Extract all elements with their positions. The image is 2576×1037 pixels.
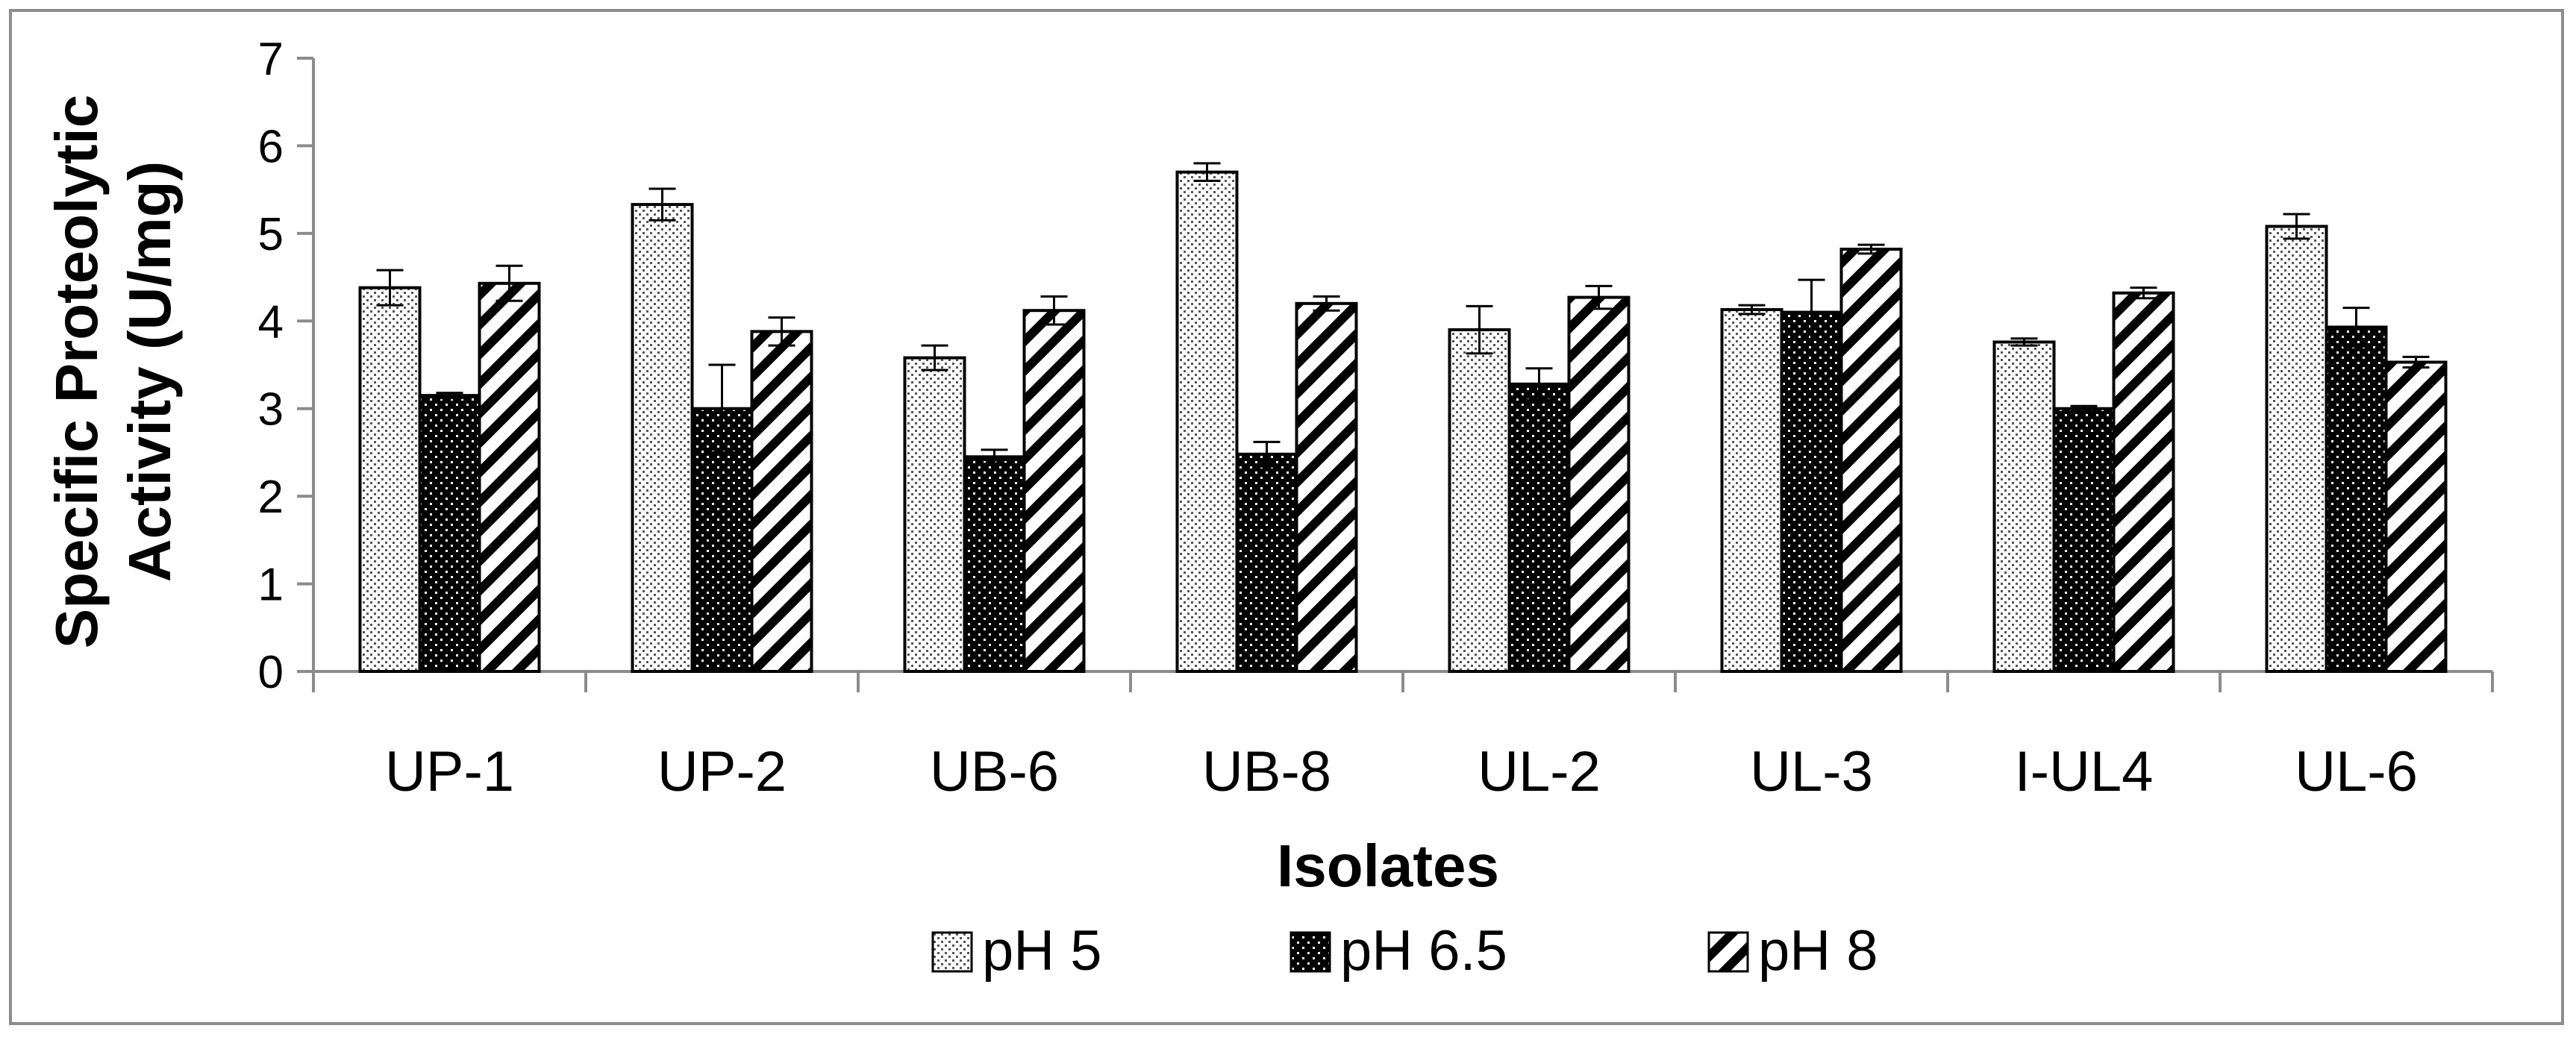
bar-I-UL4-pH-8 — [2112, 291, 2175, 673]
legend-swatch — [1707, 931, 1749, 973]
y-tick-label: 1 — [258, 560, 284, 611]
y-axis-title: Specific Proteolytic Activity (U/mg) — [43, 95, 183, 648]
bar-UP-1-pH-5 — [358, 286, 422, 674]
category-label: UB-8 — [1202, 740, 1331, 803]
plot-area: 0 1 2 3 4 5 6 7 UP-1 UP-2 UB-6 UB-8 UL-2 UL-3 I-UL4 UL-… — [258, 34, 2494, 803]
bar-UB-8-pH-5 — [1175, 170, 1239, 673]
category-label: UP-1 — [385, 740, 514, 803]
legend-swatch — [1289, 931, 1331, 973]
category-label: UB-6 — [930, 740, 1059, 803]
y-axis-title-line-1: Specific Proteolytic — [43, 95, 110, 648]
category-label: UL-2 — [1478, 740, 1601, 803]
chart-frame — [9, 9, 2564, 1025]
y-tick-label: 7 — [258, 34, 284, 85]
y-tick-label: 3 — [258, 384, 284, 436]
bar-UL-6-pH-6.5 — [2325, 325, 2388, 673]
bar-UL-3-pH-8 — [1839, 247, 1903, 674]
bar-UL-2-pH-5 — [1448, 328, 1511, 673]
bar-UB-8-pH-6.5 — [1235, 452, 1298, 674]
bar-UP-2-pH-5 — [631, 203, 694, 673]
bar-UB-6-pH-8 — [1022, 309, 1086, 673]
legend-label: pH 5 — [982, 919, 1102, 983]
y-tick-label: 4 — [258, 296, 284, 348]
y-axis-title-line-2: Activity (U/mg) — [116, 161, 183, 583]
bar-UL-3-pH-5 — [1720, 308, 1783, 673]
legend-label: pH 6.5 — [1340, 919, 1507, 983]
bar-I-UL4-pH-6.5 — [2052, 407, 2116, 673]
x-axis-title: Isolates — [1277, 833, 1499, 899]
y-tick-label: 0 — [258, 647, 284, 698]
category-label: UP-2 — [657, 740, 787, 803]
bar-UL-2-pH-8 — [1567, 295, 1631, 673]
bar-UL-3-pH-6.5 — [1780, 310, 1843, 673]
bar-UP-1-pH-8 — [478, 281, 541, 673]
bar-UP-2-pH-8 — [750, 330, 813, 673]
category-label: I-UL4 — [2015, 740, 2154, 803]
category-label: UL-3 — [1750, 740, 1873, 803]
bar-UL-2-pH-6.5 — [1507, 382, 1571, 673]
y-tick-label: 2 — [258, 471, 284, 523]
bar-UL-6-pH-5 — [2265, 225, 2328, 674]
bar-UP-1-pH-6.5 — [418, 394, 481, 673]
bar-UB-8-pH-8 — [1295, 301, 1358, 673]
bar-UL-6-pH-8 — [2384, 360, 2448, 673]
category-label: UL-6 — [2295, 740, 2418, 803]
legend-swatch — [931, 931, 973, 973]
bar-UB-6-pH-6.5 — [963, 455, 1026, 673]
y-tick-label: 5 — [258, 209, 284, 260]
y-tick-label: 6 — [258, 121, 284, 172]
bar-UB-6-pH-5 — [903, 356, 966, 673]
legend: pH 5 pH 6.5 pH 8 — [931, 919, 1878, 983]
legend-label: pH 8 — [1758, 919, 1878, 983]
bar-I-UL4-pH-5 — [1992, 340, 2056, 673]
